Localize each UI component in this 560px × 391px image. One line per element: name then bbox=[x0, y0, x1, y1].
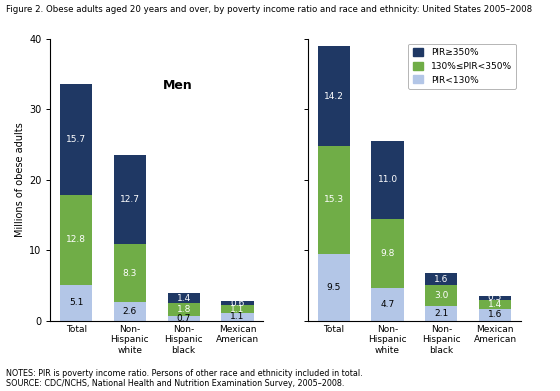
Text: 0.5: 0.5 bbox=[488, 293, 502, 302]
Text: 1.8: 1.8 bbox=[176, 305, 191, 314]
Bar bbox=[479, 296, 511, 300]
Bar bbox=[371, 219, 404, 287]
Text: Figure 2. Obese adults aged 20 years and over, by poverty income ratio and race : Figure 2. Obese adults aged 20 years and… bbox=[6, 5, 532, 14]
Text: 1.1: 1.1 bbox=[230, 305, 245, 314]
Bar bbox=[221, 305, 254, 313]
Text: 11.0: 11.0 bbox=[377, 175, 398, 185]
Bar bbox=[318, 146, 350, 254]
Text: 12.7: 12.7 bbox=[120, 195, 140, 204]
Y-axis label: Millions of obese adults: Millions of obese adults bbox=[15, 122, 25, 237]
Text: 1.4: 1.4 bbox=[176, 294, 191, 303]
Text: 9.8: 9.8 bbox=[380, 249, 395, 258]
Bar bbox=[425, 306, 458, 321]
Bar bbox=[60, 285, 92, 321]
Text: 15.7: 15.7 bbox=[66, 135, 86, 144]
Text: 14.2: 14.2 bbox=[324, 91, 344, 100]
Bar bbox=[425, 273, 458, 285]
Bar bbox=[318, 46, 350, 146]
Bar bbox=[114, 302, 146, 321]
Bar bbox=[167, 293, 200, 303]
Bar bbox=[60, 195, 92, 285]
Bar bbox=[318, 254, 350, 321]
Text: 9.5: 9.5 bbox=[326, 283, 341, 292]
Text: 4.7: 4.7 bbox=[380, 300, 395, 308]
Bar bbox=[221, 301, 254, 305]
Text: 2.6: 2.6 bbox=[123, 307, 137, 316]
Text: 1.6: 1.6 bbox=[488, 310, 502, 319]
Bar bbox=[114, 244, 146, 302]
Text: Women: Women bbox=[409, 79, 462, 91]
Bar bbox=[167, 316, 200, 321]
Text: 8.3: 8.3 bbox=[123, 269, 137, 278]
Text: 1.1: 1.1 bbox=[230, 312, 245, 321]
Text: 3.0: 3.0 bbox=[434, 291, 449, 300]
Bar bbox=[167, 303, 200, 316]
Bar bbox=[114, 154, 146, 244]
Text: 0.6: 0.6 bbox=[230, 298, 245, 308]
Bar bbox=[221, 313, 254, 321]
Text: SOURCE: CDC/NCHS, National Health and Nutrition Examination Survey, 2005–2008.: SOURCE: CDC/NCHS, National Health and Nu… bbox=[6, 379, 344, 388]
Text: Men: Men bbox=[163, 79, 193, 91]
Bar bbox=[425, 285, 458, 306]
Bar bbox=[371, 141, 404, 219]
Text: 15.3: 15.3 bbox=[324, 196, 344, 204]
Text: 1.6: 1.6 bbox=[434, 274, 449, 283]
Bar bbox=[479, 309, 511, 321]
Text: 0.7: 0.7 bbox=[176, 314, 191, 323]
Text: 12.8: 12.8 bbox=[66, 235, 86, 244]
Text: NOTES: PIR is poverty income ratio. Persons of other race and ethnicity included: NOTES: PIR is poverty income ratio. Pers… bbox=[6, 369, 362, 378]
Bar bbox=[60, 84, 92, 195]
Text: 2.1: 2.1 bbox=[434, 309, 449, 318]
Bar bbox=[479, 300, 511, 309]
Legend: PIR≥350%, 130%≤PIR<350%, PIR<130%: PIR≥350%, 130%≤PIR<350%, PIR<130% bbox=[408, 44, 516, 89]
Text: 5.1: 5.1 bbox=[69, 298, 83, 307]
Bar bbox=[371, 287, 404, 321]
Text: 1.4: 1.4 bbox=[488, 300, 502, 309]
